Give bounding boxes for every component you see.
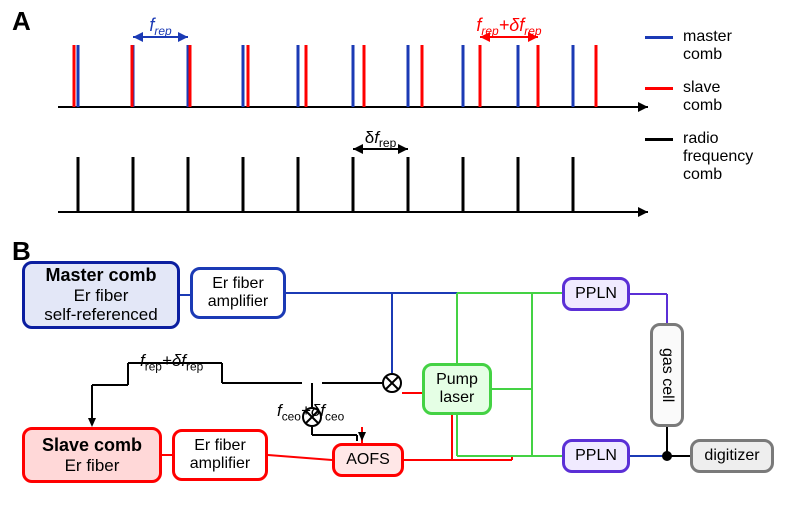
ppln-top-box: PPLN	[562, 277, 630, 311]
legend-slave-text: slavecomb	[683, 79, 722, 116]
digitizer-label: digitizer	[704, 447, 759, 465]
legend-master-swatch	[645, 36, 673, 39]
pump-laser-box: Pump laser	[422, 363, 492, 415]
ppln-bottom-box: PPLN	[562, 439, 630, 473]
frep-delta-annotation: frep+δfrep	[140, 351, 203, 373]
svg-text:frep: frep	[149, 15, 172, 38]
legend-master: mastercomb	[645, 28, 775, 65]
svg-text:frep+δfrep: frep+δfrep	[476, 15, 542, 38]
master-comb-title: Master comb	[45, 265, 156, 286]
er-amp-slave-line1: Er fiber	[194, 437, 246, 455]
pump-line2: laser	[440, 389, 475, 407]
svg-text:δfrep: δfrep	[365, 128, 397, 150]
er-amp-slave-box: Er fiber amplifier	[172, 429, 268, 481]
legend-slave: slavecomb	[645, 79, 775, 116]
pump-line1: Pump	[436, 371, 478, 389]
fceo-delta-annotation: fceo+δfceo	[277, 401, 344, 423]
legend-slave-swatch	[645, 87, 673, 90]
master-comb-box: Master comb Er fiber self-referenced	[22, 261, 180, 329]
aofs-box: AOFS	[332, 443, 404, 477]
er-amp-slave-line2: amplifier	[190, 455, 250, 473]
er-amp-master-box: Er fiber amplifier	[190, 267, 286, 319]
er-amp-master-line1: Er fiber	[212, 275, 264, 293]
master-comb-line1: Er fiber	[74, 286, 129, 306]
gas-cell-label: gas cell	[658, 348, 676, 402]
slave-comb-box: Slave comb Er fiber	[22, 427, 162, 483]
slave-comb-title: Slave comb	[42, 435, 142, 456]
legend-rf: radiofrequencycomb	[645, 130, 775, 185]
gas-cell-box: gas cell	[650, 323, 684, 427]
legend-master-text: mastercomb	[683, 28, 732, 65]
digitizer-box: digitizer	[690, 439, 774, 473]
panel-b-diagram: Master comb Er fiber self-referenced Er …	[22, 255, 777, 505]
ppln-top-label: PPLN	[575, 285, 617, 303]
panel-a-comb-plot: frep frep+δfrep δfrep	[48, 12, 648, 242]
panel-a-label: A	[12, 6, 31, 37]
legend: mastercomb slavecomb radiofrequencycomb	[645, 28, 775, 199]
slave-comb-line1: Er fiber	[65, 456, 120, 476]
master-comb-line2: self-referenced	[44, 305, 157, 325]
legend-rf-swatch	[645, 138, 673, 141]
er-amp-master-line2: amplifier	[208, 293, 268, 311]
ppln-bottom-label: PPLN	[575, 447, 617, 465]
aofs-label: AOFS	[346, 451, 390, 469]
legend-rf-text: radiofrequencycomb	[683, 130, 753, 185]
